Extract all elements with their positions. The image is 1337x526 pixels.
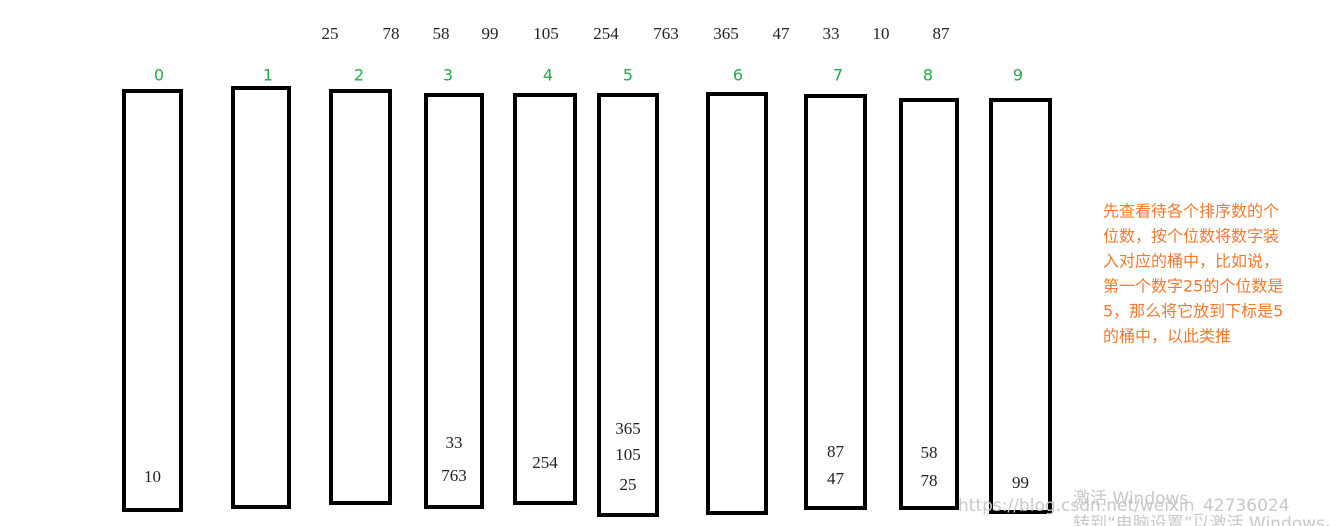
- bucket-index: 8: [923, 66, 933, 85]
- bucket-item: 25: [620, 475, 637, 494]
- input-number: 105: [533, 24, 559, 43]
- input-number: 25: [322, 24, 339, 43]
- bucket-item: 254: [532, 453, 558, 472]
- bucket-index: 9: [1013, 66, 1023, 85]
- input-number: 254: [593, 24, 619, 43]
- bucket: [804, 94, 867, 510]
- bucket: [899, 98, 959, 510]
- bucket: [329, 89, 392, 505]
- bucket: [513, 93, 577, 505]
- bucket-item: 78: [921, 471, 938, 490]
- bucket-item: 99: [1012, 473, 1029, 492]
- note-line: 5，那么将它放到下标是5: [1103, 302, 1283, 321]
- bucket: [597, 93, 659, 517]
- bucket-item: 87: [827, 442, 845, 461]
- bucket-index: 4: [543, 66, 553, 85]
- note-line: 的桶中，以此类推: [1103, 327, 1231, 346]
- bucket-index: 2: [354, 66, 364, 85]
- note-line: 第一个数字25的个位数是: [1103, 277, 1283, 296]
- input-number: 58: [433, 24, 450, 43]
- note-line: 位数，按个位数将数字装: [1103, 227, 1279, 246]
- bucket-index: 1: [263, 66, 273, 85]
- bucket: [706, 92, 768, 515]
- bucket: [424, 93, 484, 509]
- input-number: 763: [653, 24, 679, 43]
- note-line: 先查看待各个排序数的个: [1103, 202, 1279, 221]
- input-number: 87: [933, 24, 951, 43]
- bucket-item: 365: [615, 419, 641, 438]
- bucket-item: 47: [827, 469, 845, 488]
- bucket-index: 5: [623, 66, 633, 85]
- bucket: [231, 86, 291, 509]
- bucket-item: 763: [441, 466, 467, 485]
- input-number: 99: [482, 24, 499, 43]
- watermark-activate: 激活 Windows: [1073, 489, 1188, 509]
- input-number: 33: [823, 24, 840, 43]
- input-number: 78: [383, 24, 400, 43]
- bucket-item: 33: [446, 433, 463, 452]
- bucket: [122, 89, 183, 512]
- watermark-hint: 转到“电脑设置”以激活 Windows。: [1073, 514, 1337, 526]
- bucket-index: 0: [154, 66, 164, 85]
- bucket: [989, 98, 1052, 514]
- bucket-item: 10: [144, 467, 161, 486]
- note-line: 入对应的桶中，比如说，: [1103, 252, 1279, 271]
- bucket-index: 6: [733, 66, 743, 85]
- bucket-index: 3: [443, 66, 453, 85]
- watermark-url: https://blog.csdn.net/weixin_42736024: [958, 496, 1290, 516]
- bucket-item: 105: [615, 445, 641, 464]
- bucket-index: 7: [833, 66, 843, 85]
- bucket-item: 58: [921, 443, 938, 462]
- input-number: 365: [713, 24, 739, 43]
- input-number: 10: [873, 24, 890, 43]
- input-number: 47: [773, 24, 791, 43]
